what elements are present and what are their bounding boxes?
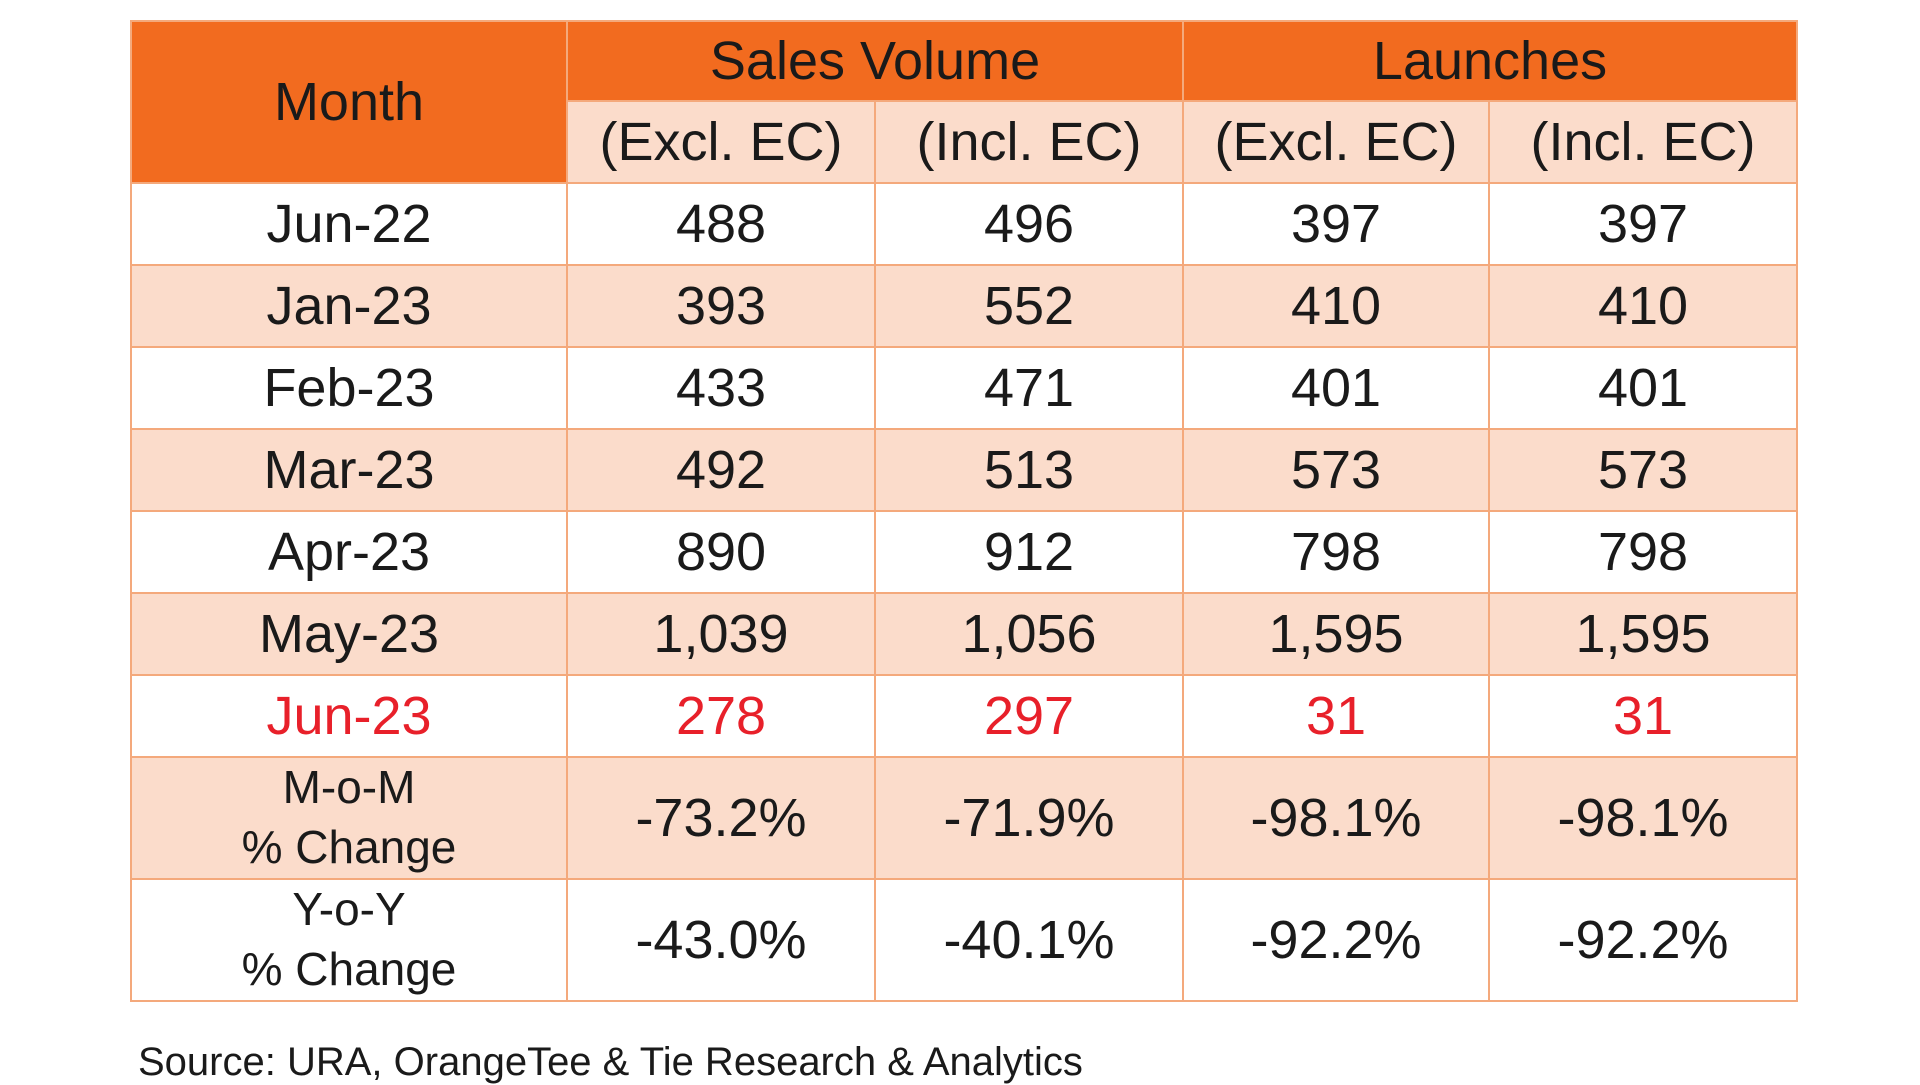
value-cell: 401: [1182, 346, 1491, 430]
value-cell: 890: [566, 510, 876, 594]
table-row-yoy-change: Y-o-Y % Change -43.0% -40.1% -92.2% -92.…: [130, 878, 1799, 1002]
table-row: Apr-23 890 912 798 798: [130, 510, 1799, 594]
value-cell: 393: [566, 264, 876, 348]
yoy-label-line1: Y-o-Y: [292, 883, 406, 936]
value-cell: 1,595: [1182, 592, 1491, 676]
table-row: Feb-23 433 471 401 401: [130, 346, 1799, 430]
value-cell: 573: [1488, 428, 1799, 512]
value-cell: -71.9%: [873, 756, 1185, 880]
value-cell: 912: [873, 510, 1185, 594]
month-cell: Mar-23: [130, 428, 568, 512]
table-row-highlighted: Jun-23 278 297 31 31: [130, 674, 1799, 758]
table-row: Jun-22 488 496 397 397: [130, 182, 1799, 266]
value-cell: 1,039: [566, 592, 876, 676]
value-cell: 798: [1182, 510, 1491, 594]
table-row-mom-change: M-o-M % Change -73.2% -71.9% -98.1% -98.…: [130, 756, 1799, 880]
value-cell: 1,595: [1488, 592, 1799, 676]
value-cell: 278: [566, 674, 876, 758]
header-sales-volume: Sales Volume: [565, 20, 1185, 102]
value-cell: -92.2%: [1182, 878, 1491, 1002]
header-month: Month: [130, 20, 568, 184]
month-cell: Jun-23: [130, 674, 568, 758]
subheader-launches-excl-ec: (Excl. EC): [1182, 100, 1491, 184]
value-cell: 397: [1182, 182, 1491, 266]
value-cell: 297: [873, 674, 1185, 758]
subheader-launches-incl-ec: (Incl. EC): [1488, 100, 1799, 184]
value-cell: -43.0%: [566, 878, 876, 1002]
value-cell: 573: [1182, 428, 1491, 512]
value-cell: 31: [1488, 674, 1799, 758]
header-launches: Launches: [1182, 20, 1799, 102]
month-cell: Apr-23: [130, 510, 568, 594]
subheader-sales-excl-ec: (Excl. EC): [566, 100, 876, 184]
value-cell: 397: [1488, 182, 1799, 266]
value-cell: 410: [1182, 264, 1491, 348]
table-row: Mar-23 492 513 573 573: [130, 428, 1799, 512]
value-cell: 798: [1488, 510, 1799, 594]
value-cell: 31: [1182, 674, 1491, 758]
value-cell: -92.2%: [1488, 878, 1799, 1002]
value-cell: 471: [873, 346, 1185, 430]
table-container: Month Sales Volume Launches (Excl. EC) (…: [130, 20, 1799, 1002]
mom-label-line2: % Change: [241, 821, 457, 873]
value-cell: -98.1%: [1488, 756, 1799, 880]
month-cell: Jun-22: [130, 182, 568, 266]
yoy-label-cell: Y-o-Y % Change: [130, 878, 568, 1002]
value-cell: 552: [873, 264, 1185, 348]
value-cell: -73.2%: [566, 756, 876, 880]
value-cell: 488: [566, 182, 876, 266]
table-row: Jan-23 393 552 410 410: [130, 264, 1799, 348]
value-cell: -98.1%: [1182, 756, 1491, 880]
month-cell: Jan-23: [130, 264, 568, 348]
sales-launches-table: Month Sales Volume Launches (Excl. EC) (…: [130, 20, 1799, 1002]
value-cell: -40.1%: [873, 878, 1185, 1002]
value-cell: 492: [566, 428, 876, 512]
mom-label-line1: M-o-M: [282, 761, 416, 814]
yoy-label-line2: % Change: [241, 943, 457, 995]
source-note: Source: URA, OrangeTee & Tie Research & …: [138, 1040, 1083, 1084]
value-cell: 433: [566, 346, 876, 430]
table-row: May-23 1,039 1,056 1,595 1,595: [130, 592, 1799, 676]
month-cell: May-23: [130, 592, 568, 676]
value-cell: 513: [873, 428, 1185, 512]
value-cell: 401: [1488, 346, 1799, 430]
value-cell: 496: [873, 182, 1185, 266]
mom-label-cell: M-o-M % Change: [130, 756, 568, 880]
subheader-sales-incl-ec: (Incl. EC): [873, 100, 1185, 184]
month-cell: Feb-23: [130, 346, 568, 430]
value-cell: 410: [1488, 264, 1799, 348]
value-cell: 1,056: [873, 592, 1185, 676]
